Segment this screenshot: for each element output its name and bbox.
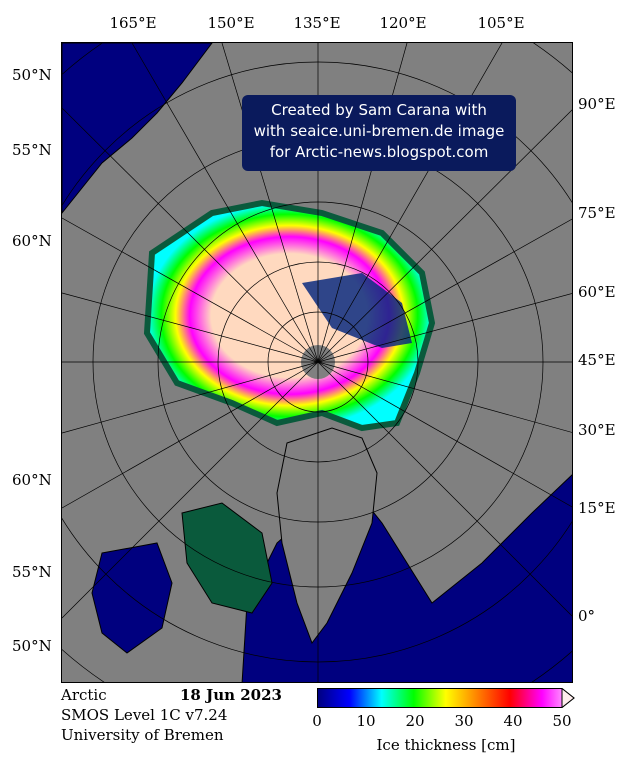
product-label: SMOS Level 1C v7.24 xyxy=(61,706,228,724)
lon-label-120e: 120°E xyxy=(379,14,427,32)
baffin-water xyxy=(181,502,273,614)
colorbar-tick-20: 20 xyxy=(405,712,425,730)
lon-label-75e: 75°E xyxy=(578,204,616,222)
lat-label-60n-top: 60°N xyxy=(12,232,52,250)
ice-thickness-colorbar xyxy=(317,688,575,708)
lon-label-60e: 60°E xyxy=(578,283,616,301)
lat-label-55n-bottom: 55°N xyxy=(12,563,52,581)
lon-label-30e: 30°E xyxy=(578,421,616,439)
lat-label-60n-bottom: 60°N xyxy=(12,471,52,489)
lon-label-135e: 135°E xyxy=(293,14,341,32)
lat-label-55n-top: 55°N xyxy=(12,141,52,159)
lon-label-150e: 150°E xyxy=(207,14,255,32)
colorbar-tick-10: 10 xyxy=(356,712,376,730)
lat-label-50n-top: 50°N xyxy=(12,66,52,84)
date-label: 18 Jun 2023 xyxy=(180,686,282,704)
credit-box: Created by Sam Carana with with seaice.u… xyxy=(242,95,516,171)
region-label: Arctic xyxy=(61,686,107,704)
colorbar-tick-50: 50 xyxy=(552,712,572,730)
graticule xyxy=(62,43,572,682)
north-pacific-water xyxy=(62,43,213,214)
credit-line-2: with seaice.uni-bremen.de image xyxy=(253,122,505,140)
credit-line-1: Created by Sam Carana with xyxy=(271,101,487,119)
lat-label-50n-bottom: 50°N xyxy=(12,637,52,655)
lon-label-45e: 45°E xyxy=(578,351,616,369)
institution-label: University of Bremen xyxy=(61,726,224,744)
hudson-bay-water xyxy=(91,542,173,654)
colorbar-tick-40: 40 xyxy=(503,712,523,730)
colorbar-tick-30: 30 xyxy=(454,712,474,730)
colorbar-tick-0: 0 xyxy=(312,712,322,730)
lon-label-0: 0° xyxy=(578,607,596,625)
lon-label-15e: 15°E xyxy=(578,499,616,517)
colorbar-label: Ice thickness [cm] xyxy=(376,736,516,754)
sea-ice-map: Created by Sam Carana with with seaice.u… xyxy=(61,42,573,683)
credit-line-3: for Arctic-news.blogspot.com xyxy=(269,143,489,161)
lon-label-105e: 105°E xyxy=(477,14,525,32)
lon-label-165e: 165°E xyxy=(109,14,157,32)
greenland-land xyxy=(276,427,378,645)
east-siberian-open-water xyxy=(302,273,412,348)
lon-label-90e: 90°E xyxy=(578,95,616,113)
